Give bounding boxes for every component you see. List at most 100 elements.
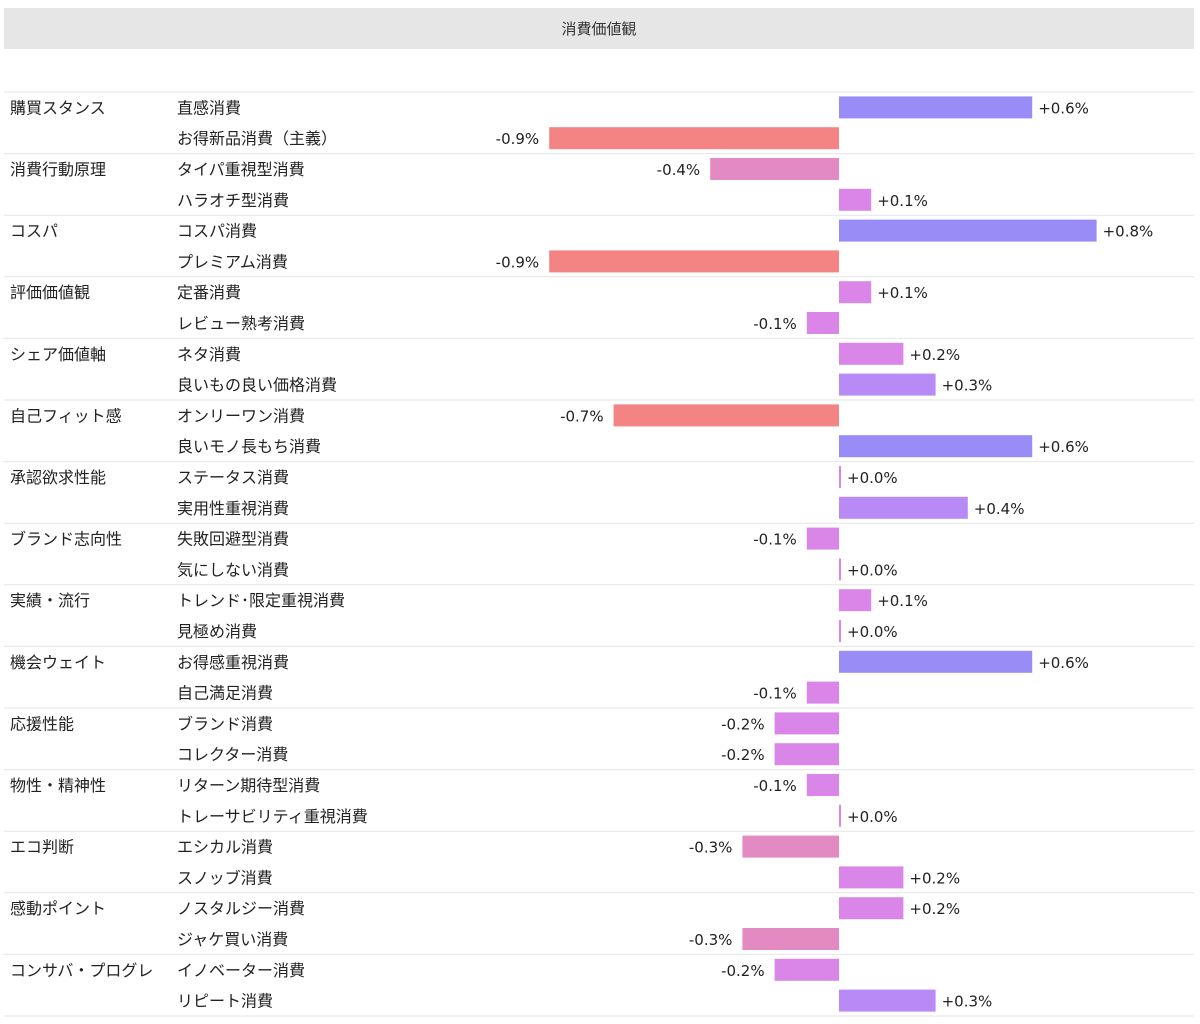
item-label: コスパ消費 (177, 222, 257, 241)
item-label: スノッブ消費 (177, 868, 273, 887)
bar (839, 281, 872, 304)
value-label: +0.0% (847, 623, 898, 641)
value-label: -0.1% (753, 685, 797, 703)
chart-title: 消費価値観 (4, 8, 1194, 49)
item-label: 良いモノ長もち消費 (177, 437, 321, 456)
group-label: コンサバ・プログレ (10, 961, 153, 980)
group-label: ブランド志向性 (10, 530, 122, 549)
item-label: ネタ消費 (177, 345, 241, 364)
group-label: 承認欲求性能 (10, 468, 106, 487)
group-label: 感動ポイント (10, 899, 106, 918)
value-label: +0.1% (877, 284, 928, 302)
item-label: 直感消費 (177, 98, 241, 117)
item-label: エシカル消費 (177, 838, 273, 857)
bar (839, 373, 936, 396)
item-label: トレンド･限定重視消費 (177, 591, 345, 610)
item-label: リピート消費 (177, 992, 273, 1011)
bar (839, 804, 841, 827)
value-label: -0.2% (721, 746, 765, 764)
group-label: 消費行動原理 (10, 160, 106, 179)
bar (774, 712, 839, 735)
value-label: +0.3% (942, 377, 993, 395)
item-label: 失敗回避型消費 (177, 530, 289, 549)
value-label: +0.0% (847, 561, 898, 579)
value-label: -0.1% (753, 777, 797, 795)
item-label: 定番消費 (177, 283, 241, 302)
item-label: イノベーター消費 (177, 961, 305, 980)
bar (839, 496, 968, 519)
item-label: ブランド消費 (177, 714, 273, 733)
value-label: -0.4% (657, 161, 701, 179)
bar (806, 312, 839, 334)
bar (549, 250, 839, 273)
item-label: トレーサビリティ重視消費 (177, 807, 368, 826)
group-label: 物性・精神性 (10, 776, 106, 795)
value-label: -0.3% (689, 839, 733, 857)
item-label: レビュー熟考消費 (177, 314, 305, 333)
bar (774, 958, 839, 981)
bar (839, 435, 1033, 458)
bar (549, 127, 839, 150)
bar (839, 589, 872, 612)
bar (839, 650, 1033, 673)
group-label: エコ判断 (10, 838, 74, 857)
item-label: 気にしない消費 (177, 560, 289, 579)
item-label: ジャケ買い消費 (177, 930, 288, 949)
item-label: プレミアム消費 (177, 252, 288, 271)
bar (710, 158, 839, 180)
group-label: 評価価値観 (10, 283, 90, 302)
bar (742, 928, 839, 950)
bar (839, 989, 936, 1012)
bar (742, 835, 839, 858)
bar (774, 743, 839, 766)
value-label: +0.4% (974, 500, 1025, 518)
item-label: タイパ重視型消費 (177, 160, 305, 179)
value-label: -0.3% (689, 931, 733, 949)
item-label: 自己満足消費 (177, 684, 273, 703)
value-label: +0.0% (847, 808, 898, 826)
bar (839, 558, 841, 581)
item-label: オンリーワン消費 (177, 406, 305, 425)
bar (806, 774, 839, 796)
value-label: -0.9% (496, 130, 540, 148)
item-label: お得新品消費（主義） (177, 129, 337, 148)
bar (839, 866, 904, 889)
value-label: -0.1% (753, 531, 797, 549)
group-label: シェア価値軸 (10, 345, 106, 364)
value-label: +0.3% (942, 993, 993, 1011)
group-label: 機会ウェイト (10, 653, 106, 672)
value-label: +0.1% (877, 592, 928, 610)
bar (839, 96, 1033, 119)
item-label: ステータス消費 (177, 468, 289, 487)
bar (806, 681, 839, 704)
item-label: 実用性重視消費 (177, 499, 289, 518)
bar (613, 404, 839, 427)
value-label: +0.0% (847, 469, 898, 487)
item-label: ハラオチ型消費 (177, 191, 289, 210)
item-label: リターン期待型消費 (177, 776, 320, 795)
group-label: 応援性能 (10, 714, 74, 733)
value-label: +0.2% (909, 900, 960, 918)
bar (839, 342, 904, 365)
group-label: 実績・流行 (10, 591, 90, 610)
value-label: -0.2% (721, 962, 765, 980)
value-label: +0.1% (877, 192, 928, 210)
item-label: お得感重視消費 (177, 653, 289, 672)
bar (839, 188, 872, 211)
value-label: +0.6% (1038, 99, 1089, 117)
value-label: -0.2% (721, 715, 765, 733)
group-label: 購買スタンス (10, 98, 106, 117)
value-label: +0.8% (1103, 223, 1154, 241)
value-label: +0.6% (1038, 438, 1089, 456)
value-label: -0.9% (496, 253, 540, 271)
value-label: +0.2% (909, 869, 960, 887)
bar (839, 620, 841, 642)
bar (839, 466, 841, 488)
item-label: 良いもの良い価格消費 (177, 376, 337, 395)
bar (839, 219, 1097, 242)
value-label: -0.1% (753, 315, 797, 333)
item-label: コレクター消費 (177, 745, 288, 764)
value-label: +0.2% (909, 346, 960, 364)
